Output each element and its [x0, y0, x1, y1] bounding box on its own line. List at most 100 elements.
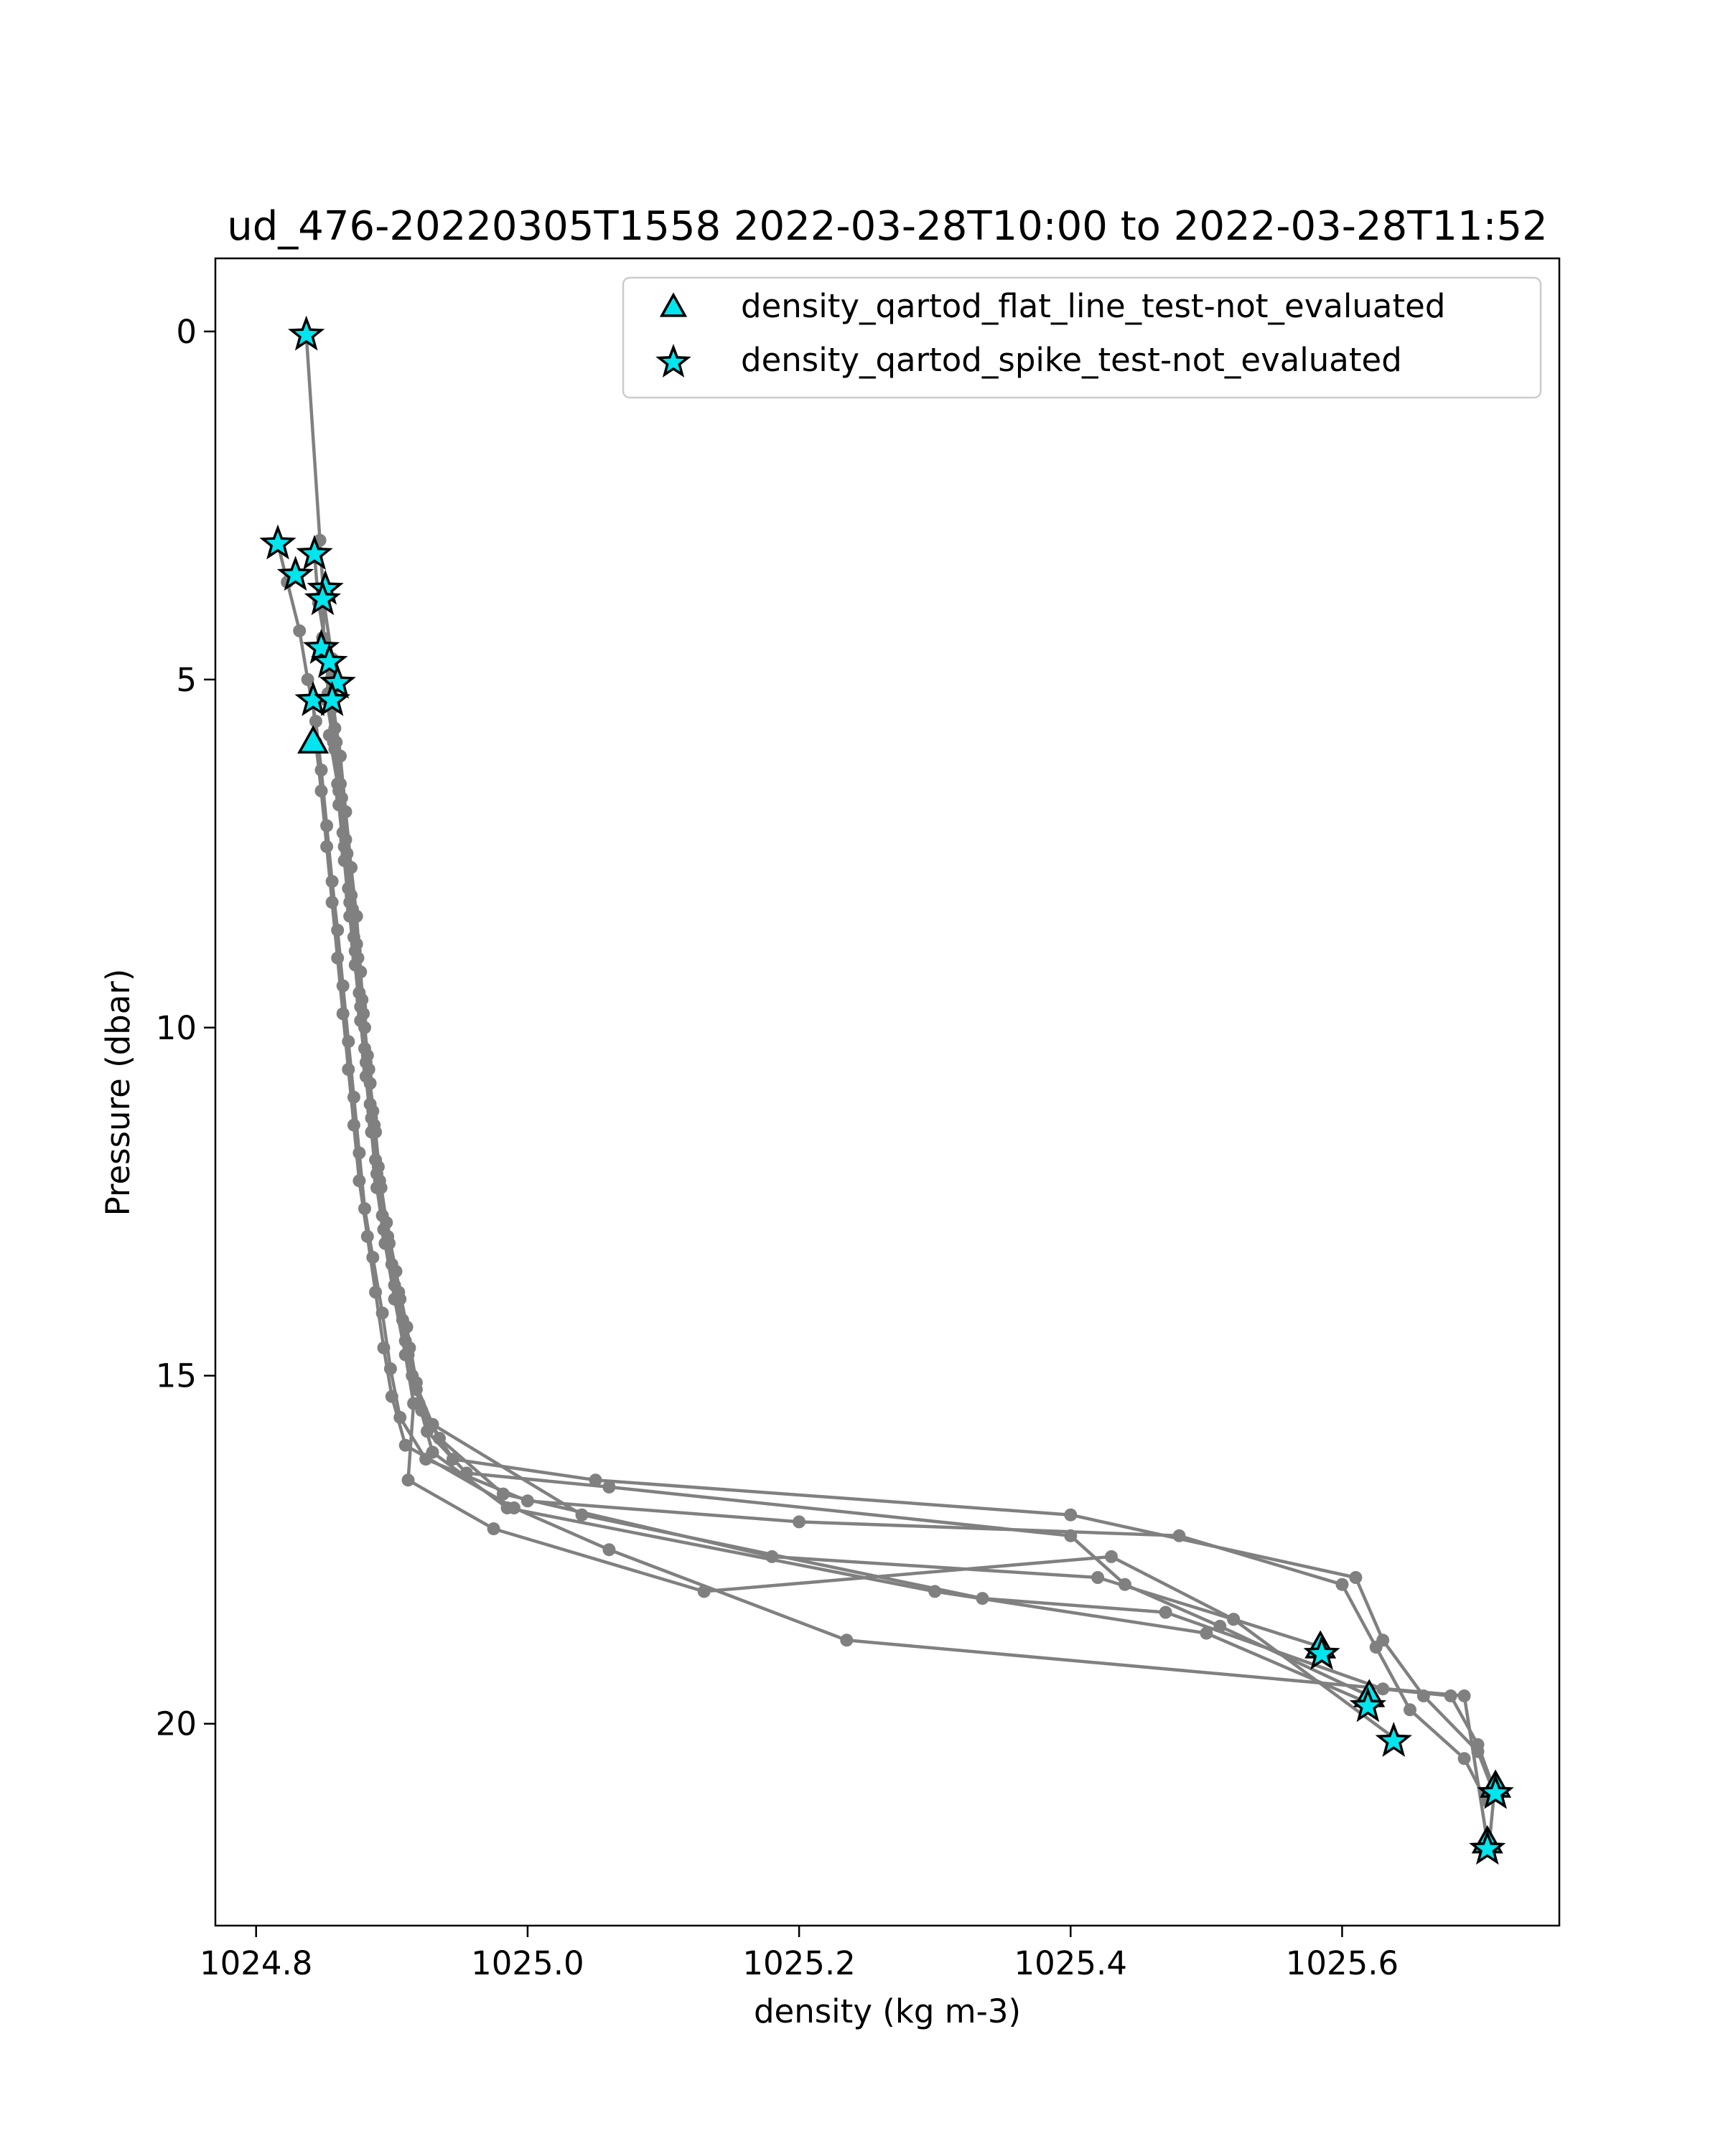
axes-frame [214, 257, 1561, 1927]
y-axis-label: Pressure (dbar) [99, 969, 137, 1217]
series-2-point-20 [1091, 1571, 1105, 1584]
spike-test-marker-1 [259, 524, 296, 560]
series-1-point-24 [1404, 1703, 1416, 1717]
series-5-point-18 [1105, 1550, 1118, 1563]
series-7-point-6 [336, 1007, 350, 1021]
series-1-point-5 [314, 763, 328, 777]
series-7-point-11 [369, 1285, 383, 1299]
series-5-point-15 [401, 1473, 415, 1487]
spike-test-marker-18 [1477, 1773, 1514, 1809]
legend-star-marker [655, 344, 691, 378]
y-tick-label-3: 15 [156, 1357, 197, 1395]
series-6-point-6 [352, 986, 366, 1000]
x-tick-label-2: 1025.2 [742, 1944, 855, 1982]
x-axis-label: density (kg m-3) [754, 1992, 1021, 2030]
series-0-point-20 [1064, 1508, 1078, 1522]
series-2-point-18 [496, 1487, 510, 1501]
series-1-point-20 [793, 1515, 806, 1529]
spike-test-marker-15 [1349, 1687, 1387, 1723]
series-7-point-4 [325, 896, 339, 909]
x-tick-label-0: 1024.8 [200, 1944, 312, 1982]
series-7-point-2 [314, 784, 328, 797]
legend-label-flat-line-test: density_qartod_flat_line_test-not_evalua… [741, 287, 1445, 325]
series-6-point-2 [331, 777, 345, 791]
series-6-point-16 [976, 1592, 989, 1606]
series-3-point-19 [1064, 1529, 1078, 1542]
legend-box [622, 276, 1542, 399]
series-7-point-9 [352, 1174, 366, 1188]
series-7-point-7 [342, 1063, 355, 1076]
x-axis-ticks: 1024.8 1025.0 1025.2 1025.4 1025.6 [200, 1926, 1399, 1982]
spike-test-marker-10 [313, 680, 351, 716]
series-7-point-8 [347, 1118, 360, 1132]
spike-test-marker-20 [1469, 1829, 1506, 1865]
series-6-point-8 [363, 1097, 377, 1111]
spike-test-marker-8 [319, 663, 356, 699]
y-tick-label-4: 20 [156, 1705, 197, 1743]
spike-test-marker-3 [276, 556, 314, 591]
series-1-point-25 [1457, 1752, 1471, 1766]
series-7-point-5 [331, 951, 345, 965]
series-6-point-20 [1471, 1738, 1485, 1751]
spike-test-marker-13 [1303, 1634, 1340, 1670]
legend-label-spike-test: density_qartod_spike_test-not_evaluated [741, 341, 1402, 379]
series-1-point-3 [301, 672, 314, 686]
y-tick-label-2: 10 [156, 1009, 197, 1047]
series-7-point-3 [320, 840, 334, 853]
series-6-point-17 [1159, 1606, 1172, 1619]
series-7-point-10 [360, 1229, 374, 1243]
legend-star-symbol [655, 344, 691, 378]
series-6-point-10 [375, 1209, 389, 1222]
series-1-point-23 [1369, 1641, 1383, 1654]
y-tick-label-0: 0 [176, 313, 197, 351]
series-4-point-19 [1200, 1626, 1213, 1640]
series-6-point-5 [347, 930, 360, 944]
series-6-point-1 [322, 728, 336, 742]
spike-test-marker-6 [302, 629, 340, 665]
spike-test-marker-2 [296, 535, 333, 571]
spike-test-marker-0 [288, 315, 325, 351]
series-6-point-3 [336, 826, 350, 840]
series-3-point-18 [602, 1480, 616, 1494]
series-6-point-4 [342, 881, 355, 895]
series-1-point-2 [293, 624, 307, 637]
series-7-point-14 [398, 1438, 412, 1452]
series-6-point-7 [358, 1041, 371, 1055]
series-1-point-22 [1335, 1578, 1349, 1591]
series-6-point-15 [575, 1508, 589, 1522]
series-7-point-12 [377, 1341, 391, 1354]
series-0-point-21 [1349, 1571, 1363, 1584]
series-5-point-14 [407, 1397, 421, 1410]
spike-test-marker-16 [1375, 1721, 1412, 1757]
spike-test-marker-7 [311, 642, 348, 678]
series-7-point-18 [1457, 1689, 1471, 1702]
series-7-point-16 [602, 1543, 616, 1557]
series-6-point-13 [406, 1369, 419, 1382]
series-0-point-19 [589, 1473, 602, 1487]
spike-test-marker-5 [304, 580, 342, 616]
series-line-6 [327, 683, 1498, 1794]
series-1-point-21 [1172, 1529, 1186, 1542]
y-axis-ticks: 0 5 10 15 20 [156, 313, 215, 1743]
series-6-point-11 [385, 1257, 398, 1271]
y-tick-label-1: 5 [176, 661, 197, 699]
legend: density_qartod_flat_line_test-not_evalua… [622, 276, 1542, 399]
series-7-point-15 [508, 1501, 520, 1514]
legend-triangle-marker [659, 292, 688, 317]
series-7-point-17 [840, 1634, 854, 1647]
series-3-point-20 [1118, 1578, 1131, 1591]
x-tick-label-3: 1025.4 [1014, 1944, 1127, 1982]
legend-triangle-symbol [659, 292, 688, 317]
series-5-point-19 [1227, 1613, 1241, 1626]
series-4-point-16 [426, 1445, 439, 1459]
series-line-7 [311, 700, 1490, 1842]
chart-title: ud_476-20220305T1558 2022-03-28T10:00 to… [227, 203, 1548, 250]
series-6-point-12 [396, 1313, 409, 1327]
series-6-point-9 [369, 1153, 383, 1167]
plot-data-layer [259, 315, 1514, 1865]
series-7-point-13 [385, 1389, 398, 1403]
x-tick-label-1: 1025.0 [471, 1944, 584, 1982]
x-tick-label-4: 1025.6 [1286, 1944, 1399, 1982]
